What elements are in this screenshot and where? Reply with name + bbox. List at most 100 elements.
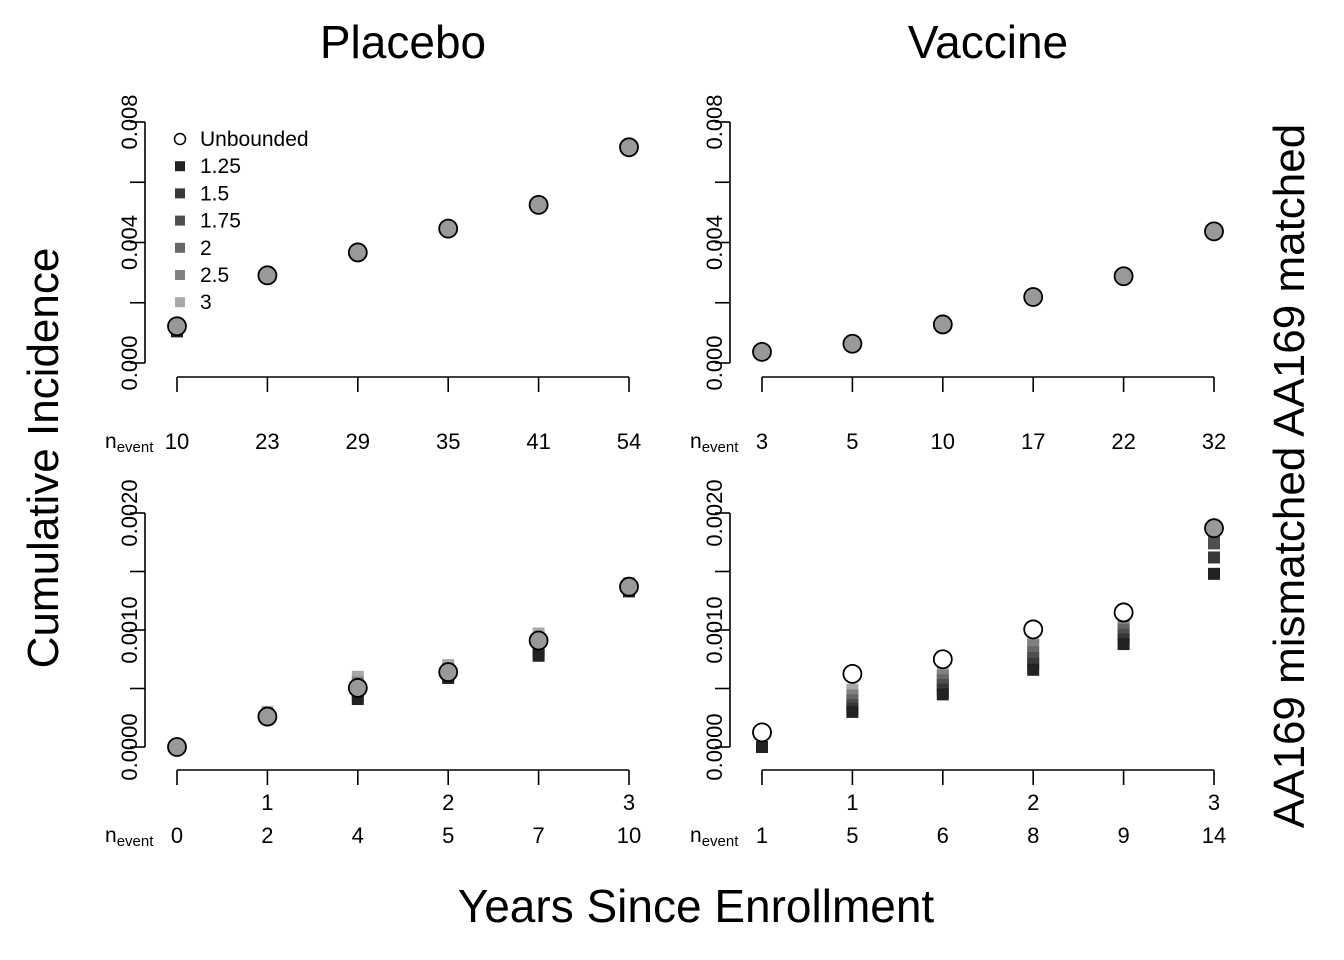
- point-unbounded: [167, 737, 187, 757]
- point-1.25: [532, 649, 545, 662]
- panel-top-right: 0.000 0.004 0.008 3 5 10 17 22 32 nevent: [690, 94, 1226, 456]
- x-axis-title: Years Since Enrollment: [458, 880, 935, 932]
- point-unbounded: [842, 333, 863, 354]
- legend-entry-Unbounded: Unbounded: [200, 128, 309, 151]
- n-event-value: 4: [352, 823, 364, 848]
- point-unbounded: [347, 242, 368, 263]
- n-event-label-sub: event: [117, 439, 155, 456]
- point-unbounded: [1113, 266, 1134, 287]
- n-event-value: 9: [1117, 823, 1129, 848]
- right-row-title: AA169 mismatched AA169 matched: [1265, 124, 1314, 828]
- legend-marker-1.25: [175, 161, 185, 172]
- point-unbounded: [438, 662, 459, 683]
- legend-entry-2: 2: [200, 237, 212, 260]
- point-1.25: [1027, 663, 1040, 676]
- legend-entry-2.5: 2.5: [200, 264, 229, 287]
- x-tick-label: 1: [846, 790, 858, 815]
- y-tick-label: 0.0000: [702, 713, 727, 780]
- point-unbounded: [752, 341, 772, 362]
- point-unbounded: [528, 630, 549, 651]
- n-event-value: 23: [255, 429, 279, 454]
- point-unbounded: [1204, 518, 1224, 539]
- n-event-value: 7: [532, 823, 544, 848]
- legend-marker-1.5: [175, 188, 185, 199]
- point-unbounded: [752, 722, 772, 743]
- panel-bottom-right: 0.0000 0.0010 0.0020 1 1 5 6 2 8 9 3 14 nevent: [690, 479, 1226, 850]
- y-axis-title: Cumulative Incidence: [19, 248, 68, 669]
- column-title-placebo: Placebo: [320, 16, 486, 68]
- n-event-value: 2: [261, 823, 273, 848]
- n-event-label-main: n: [105, 430, 117, 453]
- legend-marker-1.75: [175, 215, 185, 226]
- legend-entry-1.25: 1.25: [200, 155, 241, 178]
- n-event-value: 22: [1111, 429, 1135, 454]
- n-event-value: 35: [436, 429, 460, 454]
- point-unbounded: [257, 265, 278, 286]
- point-unbounded: [932, 649, 953, 670]
- y-tick-label: 0.0010: [702, 596, 727, 663]
- n-event-label-sub: event: [702, 833, 740, 850]
- x-tick-label: 3: [1208, 790, 1220, 815]
- n-event-value: 14: [1202, 823, 1226, 848]
- n-event-value: 8: [1027, 823, 1039, 848]
- n-event-value: 32: [1202, 429, 1226, 454]
- point-unbounded: [1023, 619, 1044, 640]
- n-event-value: 5: [442, 823, 454, 848]
- point-1.25: [1117, 638, 1130, 651]
- n-event-value: 5: [846, 823, 858, 848]
- n-event-label: nevent: [690, 824, 739, 850]
- legend-marker-3: [175, 297, 185, 308]
- y-tick-label: 0.004: [117, 215, 142, 270]
- point-unbounded: [1204, 221, 1224, 242]
- legend-entry-1.5: 1.5: [200, 182, 229, 205]
- n-event-label-sub: event: [702, 439, 740, 456]
- n-event-value: 10: [165, 429, 189, 454]
- legend-marker-unbounded: [173, 132, 187, 146]
- y-tick-label: 0.000: [702, 335, 727, 390]
- n-event-value: 5: [846, 429, 858, 454]
- n-event-value: 1: [756, 823, 768, 848]
- point-unbounded: [842, 663, 863, 684]
- y-tick-label: 0.0020: [117, 479, 142, 546]
- y-tick-label: 0.0020: [702, 479, 727, 546]
- x-tick-label: 1: [261, 790, 273, 815]
- n-event-value: 10: [617, 823, 641, 848]
- y-tick-label: 0.008: [702, 94, 727, 149]
- point-unbounded: [167, 316, 187, 337]
- n-event-value: 10: [931, 429, 955, 454]
- n-event-value: 29: [346, 429, 370, 454]
- x-tick-label: 2: [1027, 790, 1039, 815]
- point-unbounded: [932, 314, 953, 335]
- y-tick-label: 0.000: [117, 335, 142, 390]
- point-1.5: [1208, 551, 1220, 564]
- legend-entry-1.75: 1.75: [200, 210, 241, 233]
- n-event-label: nevent: [105, 824, 154, 850]
- y-tick-label: 0.004: [702, 215, 727, 270]
- n-event-label-sub: event: [117, 833, 155, 850]
- n-event-value: 54: [617, 429, 641, 454]
- point-unbounded: [1023, 287, 1044, 307]
- n-event-value: 0: [171, 823, 183, 848]
- point-unbounded: [257, 706, 278, 727]
- point-1.25: [936, 688, 949, 701]
- legend-marker-2: [175, 242, 185, 253]
- legend: Unbounded 1.25 1.5 1.75 2 2.5 3: [173, 128, 309, 314]
- point-1.25: [846, 705, 859, 718]
- x-tick-label: 2: [442, 790, 454, 815]
- y-tick-label: 0.0010: [117, 596, 142, 663]
- legend-marker-2.5: [175, 270, 185, 280]
- point-unbounded: [528, 194, 549, 215]
- n-event-label: nevent: [690, 430, 739, 456]
- n-event-label-main: n: [690, 824, 702, 847]
- point-unbounded: [619, 576, 639, 597]
- panel-bottom-left: 0.0000 0.0010 0.0020 0 1 2 4 2 5 7 3 10 nevent: [105, 479, 641, 850]
- n-event-value: 6: [937, 823, 949, 848]
- legend-entry-3: 3: [200, 291, 212, 314]
- n-event-label-main: n: [105, 824, 117, 847]
- y-tick-label: 0.0000: [117, 713, 142, 780]
- point-unbounded: [438, 218, 459, 239]
- n-event-label: nevent: [105, 430, 154, 456]
- n-event-value: 41: [526, 429, 550, 454]
